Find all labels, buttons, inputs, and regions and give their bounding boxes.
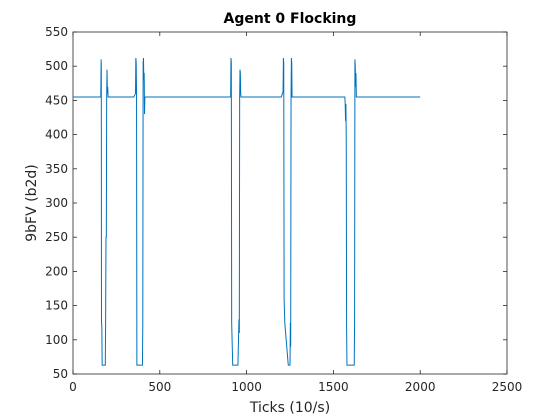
series-layer — [73, 57, 421, 366]
y-tick-label: 350 — [45, 162, 68, 176]
x-tick-label: 500 — [148, 380, 171, 394]
tick-layer: 0 500 1000 1500 2000 2500 50 100 150 200 250 300 350… — [45, 25, 522, 394]
axes-box — [72, 31, 508, 375]
y-tick-label: 450 — [45, 93, 68, 107]
y-tick-label: 400 — [45, 128, 68, 142]
y-tick-label: 200 — [45, 264, 68, 278]
y-tick-label: 100 — [45, 333, 68, 347]
y-tick-label: 300 — [45, 196, 68, 210]
x-tick-label: 2000 — [405, 380, 436, 394]
x-tick-label: 0 — [69, 380, 77, 394]
x-tick-label: 2500 — [492, 380, 523, 394]
y-tick-label: 250 — [45, 230, 68, 244]
y-tick-label: 150 — [45, 299, 68, 313]
y-tick-label: 550 — [45, 25, 68, 39]
plot-area: 0 500 1000 1500 2000 2500 50 100 150 200 250 300 350… — [45, 25, 522, 394]
x-tick-label: 1000 — [231, 380, 262, 394]
y-tick-label: 500 — [45, 59, 68, 73]
x-axis-label: Ticks (10/s) — [249, 400, 330, 416]
y-tick-label: 50 — [53, 367, 68, 381]
x-tick-label: 1500 — [318, 380, 349, 394]
y-axis-label: 9bFV (b2d) — [24, 164, 40, 241]
chart-title: Agent 0 Flocking — [224, 11, 357, 27]
series-line — [73, 57, 421, 366]
